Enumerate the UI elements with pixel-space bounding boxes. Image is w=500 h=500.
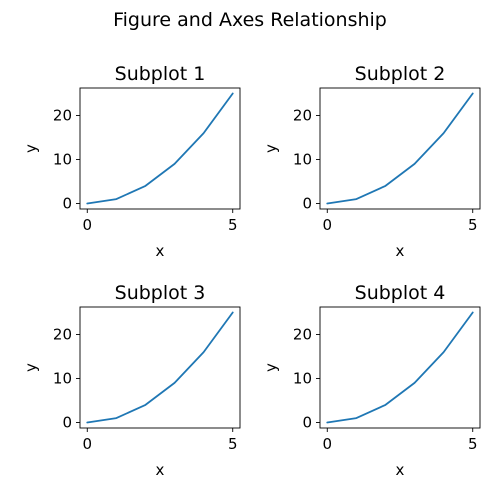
y-axis-label: y	[262, 144, 280, 153]
x-axis-label: x	[396, 461, 405, 479]
axes-frame	[319, 306, 481, 429]
y-tick-label: 0	[62, 414, 72, 432]
y-tick-label: 10	[53, 151, 72, 169]
y-tick-label: 10	[53, 370, 72, 388]
x-tick-label: 5	[228, 435, 238, 453]
subplot-title: Subplot 3	[115, 282, 206, 304]
y-axis-label: y	[22, 144, 40, 153]
y-tick-label: 0	[62, 195, 72, 213]
y-tick-label: 20	[293, 326, 312, 344]
axes-frame	[79, 306, 241, 429]
x-axis-label: x	[156, 242, 165, 260]
subplot-title: Subplot 4	[355, 282, 446, 304]
y-tick-label: 10	[293, 370, 312, 388]
subplot-title: Subplot 2	[355, 63, 446, 85]
subplot-title: Subplot 1	[115, 63, 206, 85]
series-line	[86, 311, 234, 424]
y-tick-label: 0	[302, 195, 312, 213]
y-tick-label: 20	[53, 326, 72, 344]
y-tick-label: 20	[53, 107, 72, 125]
axes-frame	[79, 87, 241, 210]
x-tick-label: 5	[468, 216, 478, 234]
subplot-4: Subplot 4 0 5 0 10 20 x y	[262, 282, 481, 479]
x-axis-label: x	[156, 461, 165, 479]
y-axis-label: y	[262, 363, 280, 372]
series-line	[326, 311, 474, 424]
y-axis-label: y	[22, 363, 40, 372]
subplot-2: Subplot 2 0 5 0 10 20 x y	[262, 63, 481, 260]
series-line	[86, 92, 234, 205]
x-axis-label: x	[396, 242, 405, 260]
x-tick-label: 0	[82, 435, 92, 453]
y-tick-label: 20	[293, 107, 312, 125]
axes-frame	[319, 87, 481, 210]
y-tick-label: 10	[293, 151, 312, 169]
series-line	[326, 92, 474, 205]
x-tick-label: 0	[322, 216, 332, 234]
x-tick-label: 5	[468, 435, 478, 453]
y-tick-label: 0	[302, 414, 312, 432]
x-tick-label: 0	[322, 435, 332, 453]
subplot-3: Subplot 3 0 5 0 10 20 x y	[22, 282, 241, 479]
figure-suptitle: Figure and Axes Relationship	[113, 9, 387, 31]
x-tick-label: 5	[228, 216, 238, 234]
x-tick-label: 0	[82, 216, 92, 234]
